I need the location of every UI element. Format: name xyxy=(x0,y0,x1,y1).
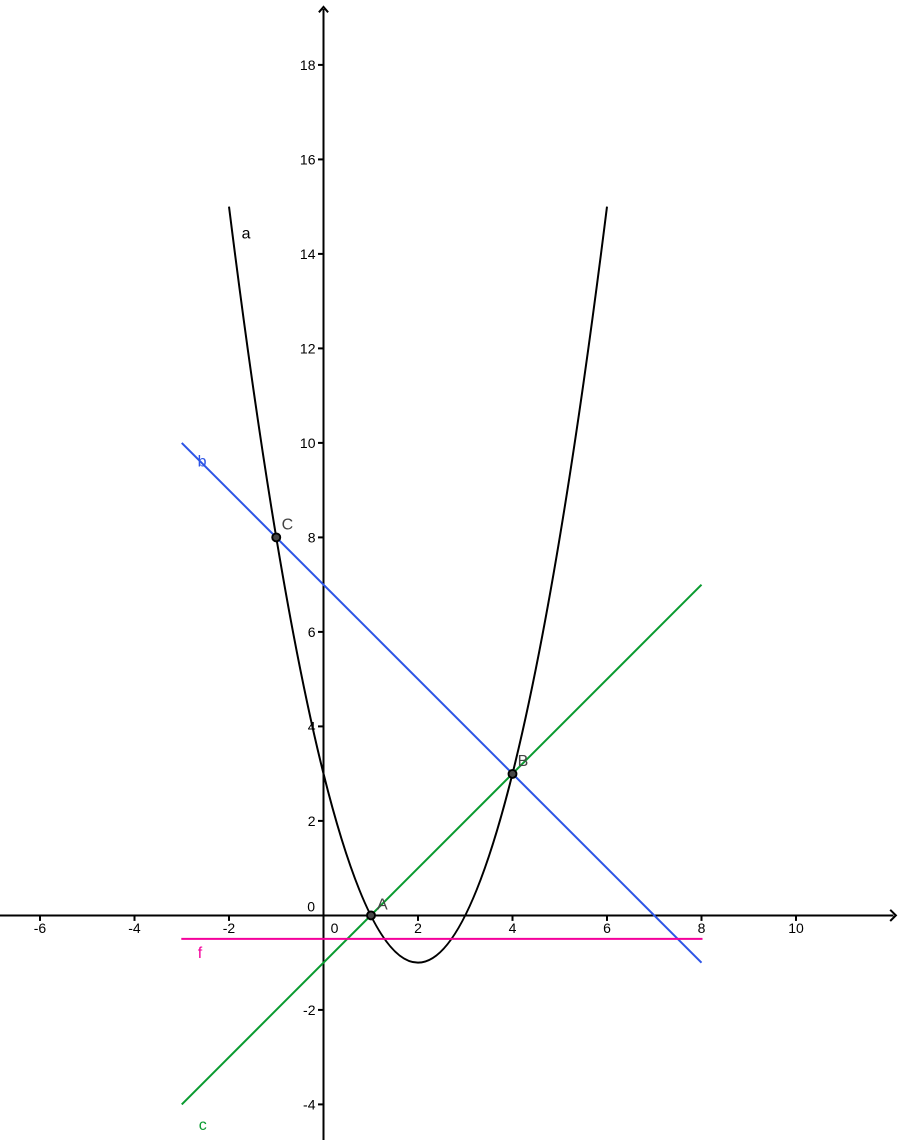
svg-text:4: 4 xyxy=(509,920,517,936)
svg-text:c: c xyxy=(199,1117,207,1134)
svg-text:a: a xyxy=(242,226,251,243)
svg-text:8: 8 xyxy=(308,530,316,546)
svg-text:-6: -6 xyxy=(34,920,47,936)
svg-text:10: 10 xyxy=(788,920,804,936)
svg-text:8: 8 xyxy=(698,920,706,936)
svg-text:b: b xyxy=(198,453,207,470)
svg-text:A: A xyxy=(377,897,388,914)
svg-text:0: 0 xyxy=(331,920,339,936)
svg-text:-2: -2 xyxy=(303,1002,316,1018)
svg-text:10: 10 xyxy=(300,435,316,451)
svg-text:-2: -2 xyxy=(223,920,236,936)
svg-text:B: B xyxy=(518,753,529,770)
svg-text:0: 0 xyxy=(307,898,315,914)
svg-text:2: 2 xyxy=(414,920,422,936)
svg-text:12: 12 xyxy=(300,341,316,357)
svg-text:14: 14 xyxy=(300,246,316,262)
svg-text:f: f xyxy=(198,945,203,962)
svg-text:16: 16 xyxy=(300,152,316,168)
svg-text:-4: -4 xyxy=(128,920,141,936)
svg-text:6: 6 xyxy=(308,624,316,640)
svg-text:C: C xyxy=(282,516,294,533)
svg-text:6: 6 xyxy=(603,920,611,936)
svg-text:18: 18 xyxy=(300,57,316,73)
svg-text:-4: -4 xyxy=(303,1097,316,1113)
svg-text:2: 2 xyxy=(308,813,316,829)
